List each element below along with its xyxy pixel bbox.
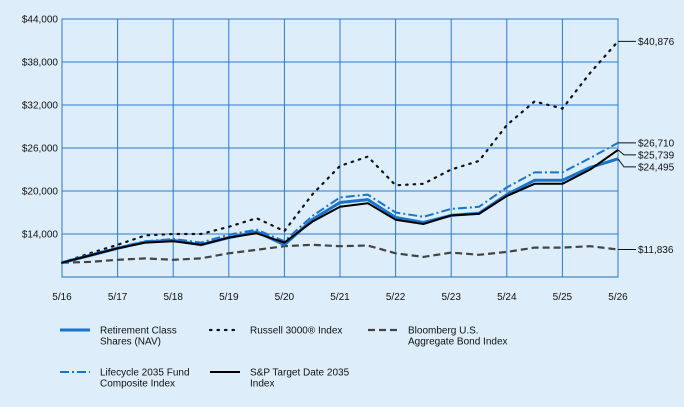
x-tick-label: 5/22 <box>386 292 406 303</box>
legend-label-line: Lifecycle 2035 Fund <box>100 368 190 379</box>
end-label: $26,710 <box>638 138 675 149</box>
y-tick-label: $26,000 <box>22 144 59 155</box>
series-line-4 <box>61 149 619 264</box>
legend-label-line: Russell 3000® Index <box>250 326 342 337</box>
x-tick-label: 5/23 <box>441 292 461 303</box>
legend-label-line: Shares (NAV) <box>100 337 161 348</box>
legend-label: Russell 3000® Index <box>250 326 342 337</box>
x-tick-label: 5/24 <box>497 292 517 303</box>
end-label-leader <box>617 149 636 156</box>
x-tick-label: 5/19 <box>219 292 239 303</box>
series-line-3 <box>61 142 619 264</box>
grid-layer <box>61 18 619 278</box>
y-tick-label: $38,000 <box>22 58 59 69</box>
legend-label-line: Bloomberg U.S. <box>408 326 479 337</box>
legend: Retirement Class Shares (NAV) Russell 3000… <box>60 326 508 390</box>
x-tick-label: 5/16 <box>52 292 72 303</box>
y-tick-label: $20,000 <box>22 187 59 198</box>
series-layer <box>60 40 620 265</box>
end-labels: $24,495 $40,876 $11,836 $26,710$25,739 <box>617 37 675 256</box>
legend-label: Lifecycle 2035 Fund Composite Index <box>100 368 190 390</box>
legend-label: Retirement Class Shares (NAV) <box>100 326 177 348</box>
end-label-leader <box>617 158 636 168</box>
x-tick-label: 5/20 <box>275 292 295 303</box>
legend-label-line: S&P Target Date 2035 <box>250 368 350 379</box>
legend-label: S&P Target Date 2035 Index <box>250 368 350 390</box>
y-tick-label: $32,000 <box>22 101 59 112</box>
y-tick-label: $44,000 <box>22 15 59 26</box>
legend-label: Bloomberg U.S. Aggregate Bond Index <box>408 326 508 348</box>
end-label: $24,495 <box>638 162 675 173</box>
end-label: $25,739 <box>638 150 675 161</box>
series-line-2 <box>61 243 619 264</box>
x-axis-ticks: 5/16 5/17 5/18 5/19 5/20 5/21 5/22 5/23 5/24 5/25… <box>52 292 628 303</box>
x-tick-label: 5/26 <box>608 292 628 303</box>
legend-label-line: Index <box>250 379 274 390</box>
end-label: $40,876 <box>638 37 675 48</box>
legend-label-line: Composite Index <box>100 379 175 390</box>
legend-label-line: Retirement Class <box>100 326 177 337</box>
x-tick-label: 5/17 <box>108 292 128 303</box>
x-tick-label: 5/18 <box>163 292 183 303</box>
legend-label-line: Aggregate Bond Index <box>408 337 508 348</box>
end-label: $11,836 <box>638 245 674 256</box>
series-line-1 <box>60 40 620 264</box>
y-axis-ticks: $14,000 $20,000 $26,000 $32,000 $38,000 $44,0… <box>22 15 59 241</box>
y-tick-label: $14,000 <box>22 230 59 241</box>
x-tick-label: 5/21 <box>330 292 350 303</box>
x-tick-label: 5/25 <box>553 292 573 303</box>
